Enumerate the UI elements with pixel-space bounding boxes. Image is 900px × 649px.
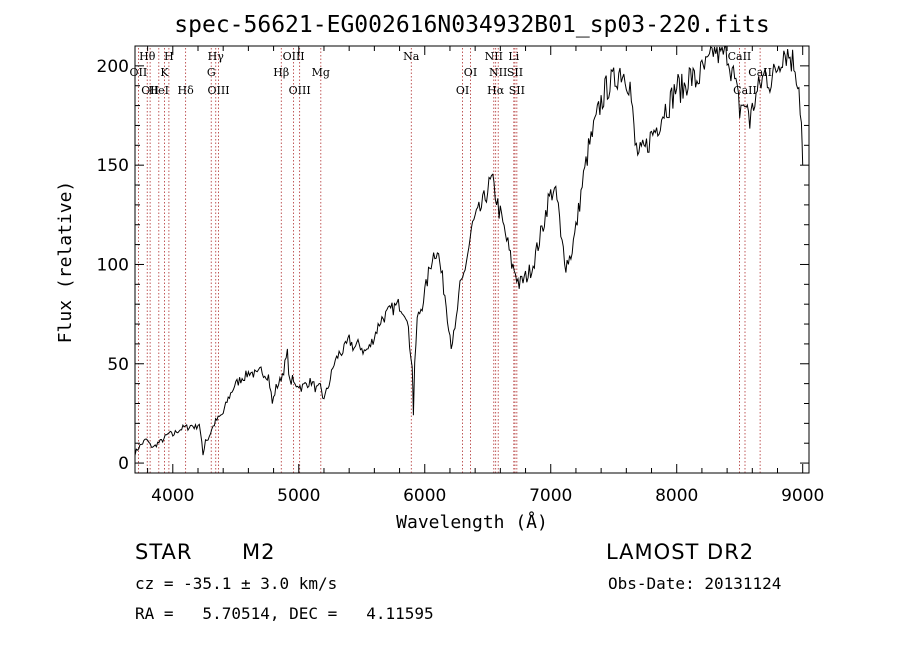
spectral-line-labels: OIIHθOIIHeIKHHδGHγOIIIHβOIIIOIIIMgNaOIOI… [130,50,772,97]
axis-ticks: 4000 5000 6000 7000 8000 9000 0 50 100 150 200 [97,46,824,506]
spectral-line-label: SII [509,84,525,97]
x-tick-label: 5000 [277,486,320,506]
spectral-line-label: HeI [149,84,169,97]
spectral-line-label: H [164,50,174,63]
y-tick-label: 50 [107,355,129,375]
survey-name: LAMOST DR2 [606,540,755,564]
spectral-line-label: Na [403,50,420,63]
coordinates: RA = 5.70514, DEC = 4.11595 [135,604,434,623]
spectral-line-label: OI [464,66,477,79]
spectral-line-label: Hα [487,84,505,97]
spectral-line-label: OI [456,84,469,97]
spectral-line-label: OII [130,66,148,79]
spectral-line-label: OIII [289,84,311,97]
y-axis-label: Flux (relative) [55,181,76,344]
x-tick-label: 6000 [403,486,446,506]
redshift-velocity: cz = -35.1 ± 3.0 km/s [135,574,338,593]
spectral-line-label: Hβ [273,66,289,79]
spectral-line-label: Li [508,50,519,63]
y-tick-label: 150 [97,156,129,176]
y-tick-label: 0 [118,454,129,474]
y-tick-label: 200 [97,57,129,77]
observation-date: Obs-Date: 20131124 [608,574,782,593]
x-tick-label: 4000 [151,486,194,506]
spectral-line-label: SII [507,66,523,79]
spectral-line-label: NII [489,66,507,79]
spectral-line-label: NII [485,50,503,63]
plot-frame [134,45,810,474]
spectral-line-label: Hγ [208,50,225,63]
spectrum-line [134,46,804,456]
spectral-line-label: OIII [283,50,305,63]
x-tick-label: 8000 [655,486,698,506]
spectral-line-markers [138,48,761,473]
object-subclass: M2 [242,540,276,564]
x-axis-label: Wavelength (Å) [396,511,548,533]
spectral-line-label: Hθ [139,50,156,63]
spectral-line-label: K [160,66,169,79]
spectral-line-label: OIII [207,84,229,97]
spectral-line-label: OII [141,84,159,97]
spectral-line-label: CaII [748,66,772,79]
spectral-line-label: CaII [728,50,752,63]
spectral-line-label: Mg [312,66,330,79]
object-class: STAR [135,540,193,564]
x-tick-label: 7000 [529,486,572,506]
spectral-line-label: CaII [733,84,757,97]
spectral-line-label: G [207,66,216,79]
x-tick-label: 9000 [781,486,824,506]
chart-title: spec-56621-EG002616N034932B01_sp03-220.f… [174,12,769,38]
spectral-line-label: Hδ [178,84,195,97]
y-tick-label: 100 [97,255,129,275]
